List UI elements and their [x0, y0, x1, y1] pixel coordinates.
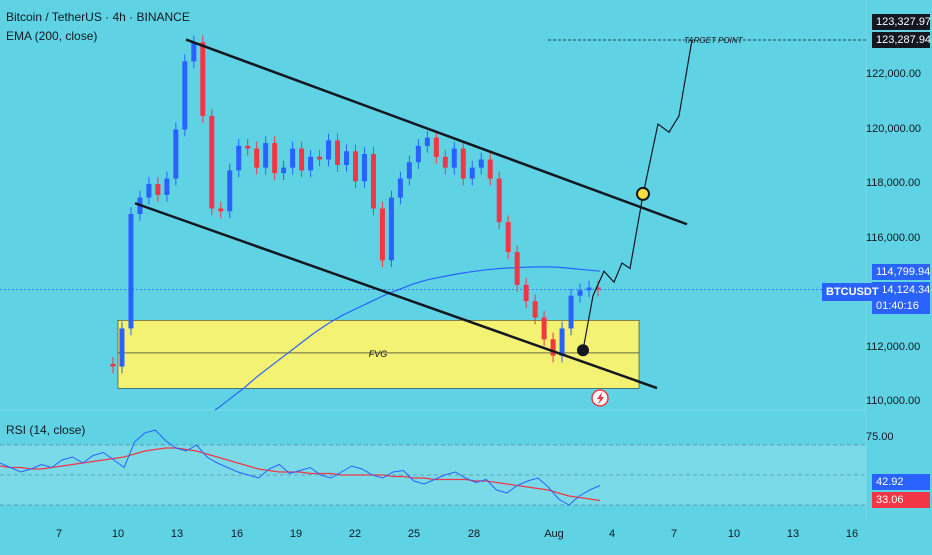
candle	[218, 208, 224, 212]
rsi-value-tag: 42.92	[872, 474, 930, 490]
time-tick-label: 10	[111, 528, 125, 540]
candle	[236, 145, 242, 171]
projection-path	[582, 39, 693, 351]
time-tick-label: 7	[55, 528, 63, 540]
time-tick-label: 13	[786, 528, 800, 540]
candle	[370, 154, 376, 209]
time-tick-label: 22	[348, 528, 362, 540]
candle	[424, 137, 430, 146]
candle	[209, 115, 215, 209]
candle	[541, 317, 547, 340]
candle	[460, 148, 466, 179]
candle	[110, 363, 116, 367]
price-tick-label: 120,000.00	[866, 122, 922, 135]
candle	[586, 287, 592, 291]
candle	[344, 151, 350, 165]
candle	[352, 151, 358, 182]
candle	[568, 295, 574, 329]
chart-title: Bitcoin / TetherUS · 4h · BINANCE	[6, 10, 190, 24]
rsi-ma-value-tag: 33.06	[872, 492, 930, 508]
time-tick-label: 16	[230, 528, 244, 540]
price-tag-target: 123,287.94	[872, 32, 931, 48]
candle	[254, 148, 260, 168]
candle	[227, 170, 233, 212]
fvg-label: FVG	[369, 349, 388, 359]
candle	[191, 42, 197, 62]
candle	[272, 143, 278, 174]
rsi-ma-line	[0, 447, 601, 502]
candle	[361, 154, 367, 182]
candle	[595, 287, 601, 290]
time-tick-label: 10	[727, 528, 741, 540]
candle	[523, 284, 529, 302]
candle	[451, 148, 457, 168]
candle	[550, 339, 556, 356]
candle	[379, 208, 385, 261]
candle	[326, 140, 332, 160]
rsi-line	[0, 429, 601, 506]
candle	[173, 129, 179, 179]
time-tick-label: 28	[467, 528, 481, 540]
candle	[155, 184, 161, 195]
candle	[388, 197, 394, 261]
candle	[182, 61, 188, 130]
candle	[245, 145, 251, 149]
price-tag-ema: 114,799.94	[872, 264, 930, 280]
breakout-marker	[636, 186, 650, 201]
rsi-tick-label: 75.00	[866, 430, 894, 443]
lightning-icon	[597, 392, 604, 405]
candle	[281, 167, 287, 174]
time-tick-label: 4	[608, 528, 616, 540]
candle	[478, 159, 484, 168]
price-tick-label: 116,000.00	[866, 231, 921, 244]
price-tick-label: 112,000.00	[866, 340, 921, 353]
candle	[442, 156, 448, 168]
candle	[406, 162, 412, 179]
candle	[317, 156, 323, 160]
candle	[119, 328, 125, 367]
ema-indicator-label[interactable]: EMA (200, close)	[6, 29, 98, 43]
candle	[415, 145, 421, 163]
price-tag-top-high: 123,327.97	[872, 14, 931, 30]
symbol-tag: BTCUSDT	[822, 283, 883, 301]
ema-line	[214, 266, 601, 411]
rsi-indicator-label[interactable]: RSI (14, close)	[6, 423, 86, 437]
candle	[263, 143, 269, 168]
candle	[164, 178, 170, 195]
candle	[335, 140, 341, 165]
time-tick-label: Aug	[544, 528, 564, 540]
candle	[559, 328, 565, 356]
price-tick-label: 122,000.00	[866, 68, 922, 80]
price-tick-label: 118,000.00	[866, 177, 921, 189]
candle	[496, 178, 502, 223]
candle	[128, 213, 134, 329]
channel-upper-line	[185, 38, 688, 226]
time-tick-label: 19	[289, 528, 303, 540]
candle	[200, 42, 206, 116]
candle	[299, 148, 305, 171]
candle	[532, 301, 538, 318]
target-point-label: TARGET POINT	[684, 36, 744, 45]
time-tick-label: 16	[845, 528, 859, 540]
time-tick-label: 7	[670, 528, 678, 540]
time-tick-label: 25	[407, 528, 421, 540]
candle	[505, 222, 511, 253]
candle	[290, 148, 296, 168]
price-tag-countdown: 01:40:16	[872, 298, 930, 314]
channel-lower-line	[134, 202, 658, 390]
price-tick-label: 110,000.00	[866, 395, 921, 407]
candle	[146, 184, 152, 198]
entry-marker	[577, 344, 589, 357]
candle	[577, 290, 583, 296]
candle	[308, 156, 314, 171]
price-tag-last: 114,124.34	[872, 282, 930, 298]
candle	[397, 178, 403, 198]
candle	[433, 137, 439, 157]
candle	[514, 252, 520, 285]
candle	[487, 159, 493, 179]
candle	[469, 167, 475, 179]
time-tick-label: 13	[170, 528, 184, 540]
